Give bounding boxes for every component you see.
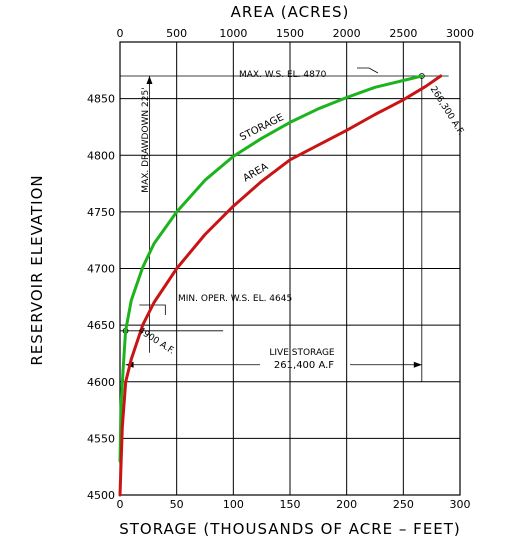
- x-top-tick-label: 2000: [333, 27, 361, 40]
- x-bottom-tick-label: 250: [393, 498, 414, 511]
- x-bottom-tick-label: 100: [223, 498, 244, 511]
- series-label-area: AREA: [241, 161, 270, 184]
- x-bottom-tick-label: 50: [170, 498, 184, 511]
- x-axis-title: STORAGE (THOUSANDS OF ACRE – FEET): [119, 520, 461, 538]
- x-top-tick-label: 0: [117, 27, 124, 40]
- grid: [119, 41, 461, 496]
- annotation-lines: [120, 67, 449, 382]
- y-axis-title: RESERVOIR ELEVATION: [28, 174, 46, 365]
- top-axis-ticks: 0 500 1000 1500 2000 2500 3000: [117, 27, 475, 40]
- x-bottom-tick-label: 300: [450, 498, 471, 511]
- x-bottom-tick-label: 150: [280, 498, 301, 511]
- y-tick-label: 4600: [87, 376, 115, 389]
- x-top-tick-label: 3000: [446, 27, 474, 40]
- min-oper-leader: [139, 304, 166, 315]
- x-bottom-tick-label: 200: [336, 498, 357, 511]
- y-tick-label: 4700: [87, 263, 115, 276]
- y-tick-label: 4800: [87, 149, 115, 162]
- y-axis-ticks: 4500 4550 4600 4650 4700 4750 4800 4850: [87, 93, 115, 502]
- max-ws-label: MAX. W.S. EL. 4870: [239, 70, 327, 80]
- top-axis-title: AREA (ACRES): [231, 3, 350, 21]
- y-tick-label: 4550: [87, 432, 115, 445]
- x-top-tick-label: 1000: [219, 27, 247, 40]
- arrowhead-drawdown: [146, 75, 153, 84]
- arrowhead-right: [413, 361, 422, 368]
- max-ws-leader: [357, 67, 379, 74]
- y-tick-label: 4650: [87, 319, 115, 332]
- series-line-area: [118, 74, 443, 497]
- live-storage-label: LIVE STORAGE: [269, 348, 335, 358]
- y-tick-label: 4750: [87, 206, 115, 219]
- x-top-tick-label: 1500: [276, 27, 304, 40]
- series: [118, 74, 443, 497]
- live-storage-value: 261,400 A.F: [274, 360, 334, 371]
- series-line-storage: [118, 74, 424, 463]
- bottom-axis-ticks: 0 50 100 150 200 250 300: [117, 498, 471, 511]
- x-bottom-tick-label: 0: [117, 498, 124, 511]
- y-tick-label: 4850: [87, 93, 115, 106]
- min-oper-label: MIN. OPER. W.S. EL. 4645: [178, 294, 292, 304]
- x-top-tick-label: 500: [166, 27, 187, 40]
- x-top-tick-label: 2500: [389, 27, 417, 40]
- y-tick-label: 4500: [87, 489, 115, 502]
- max-drawdown-label: MAX. DRAWDOWN 225': [141, 87, 151, 192]
